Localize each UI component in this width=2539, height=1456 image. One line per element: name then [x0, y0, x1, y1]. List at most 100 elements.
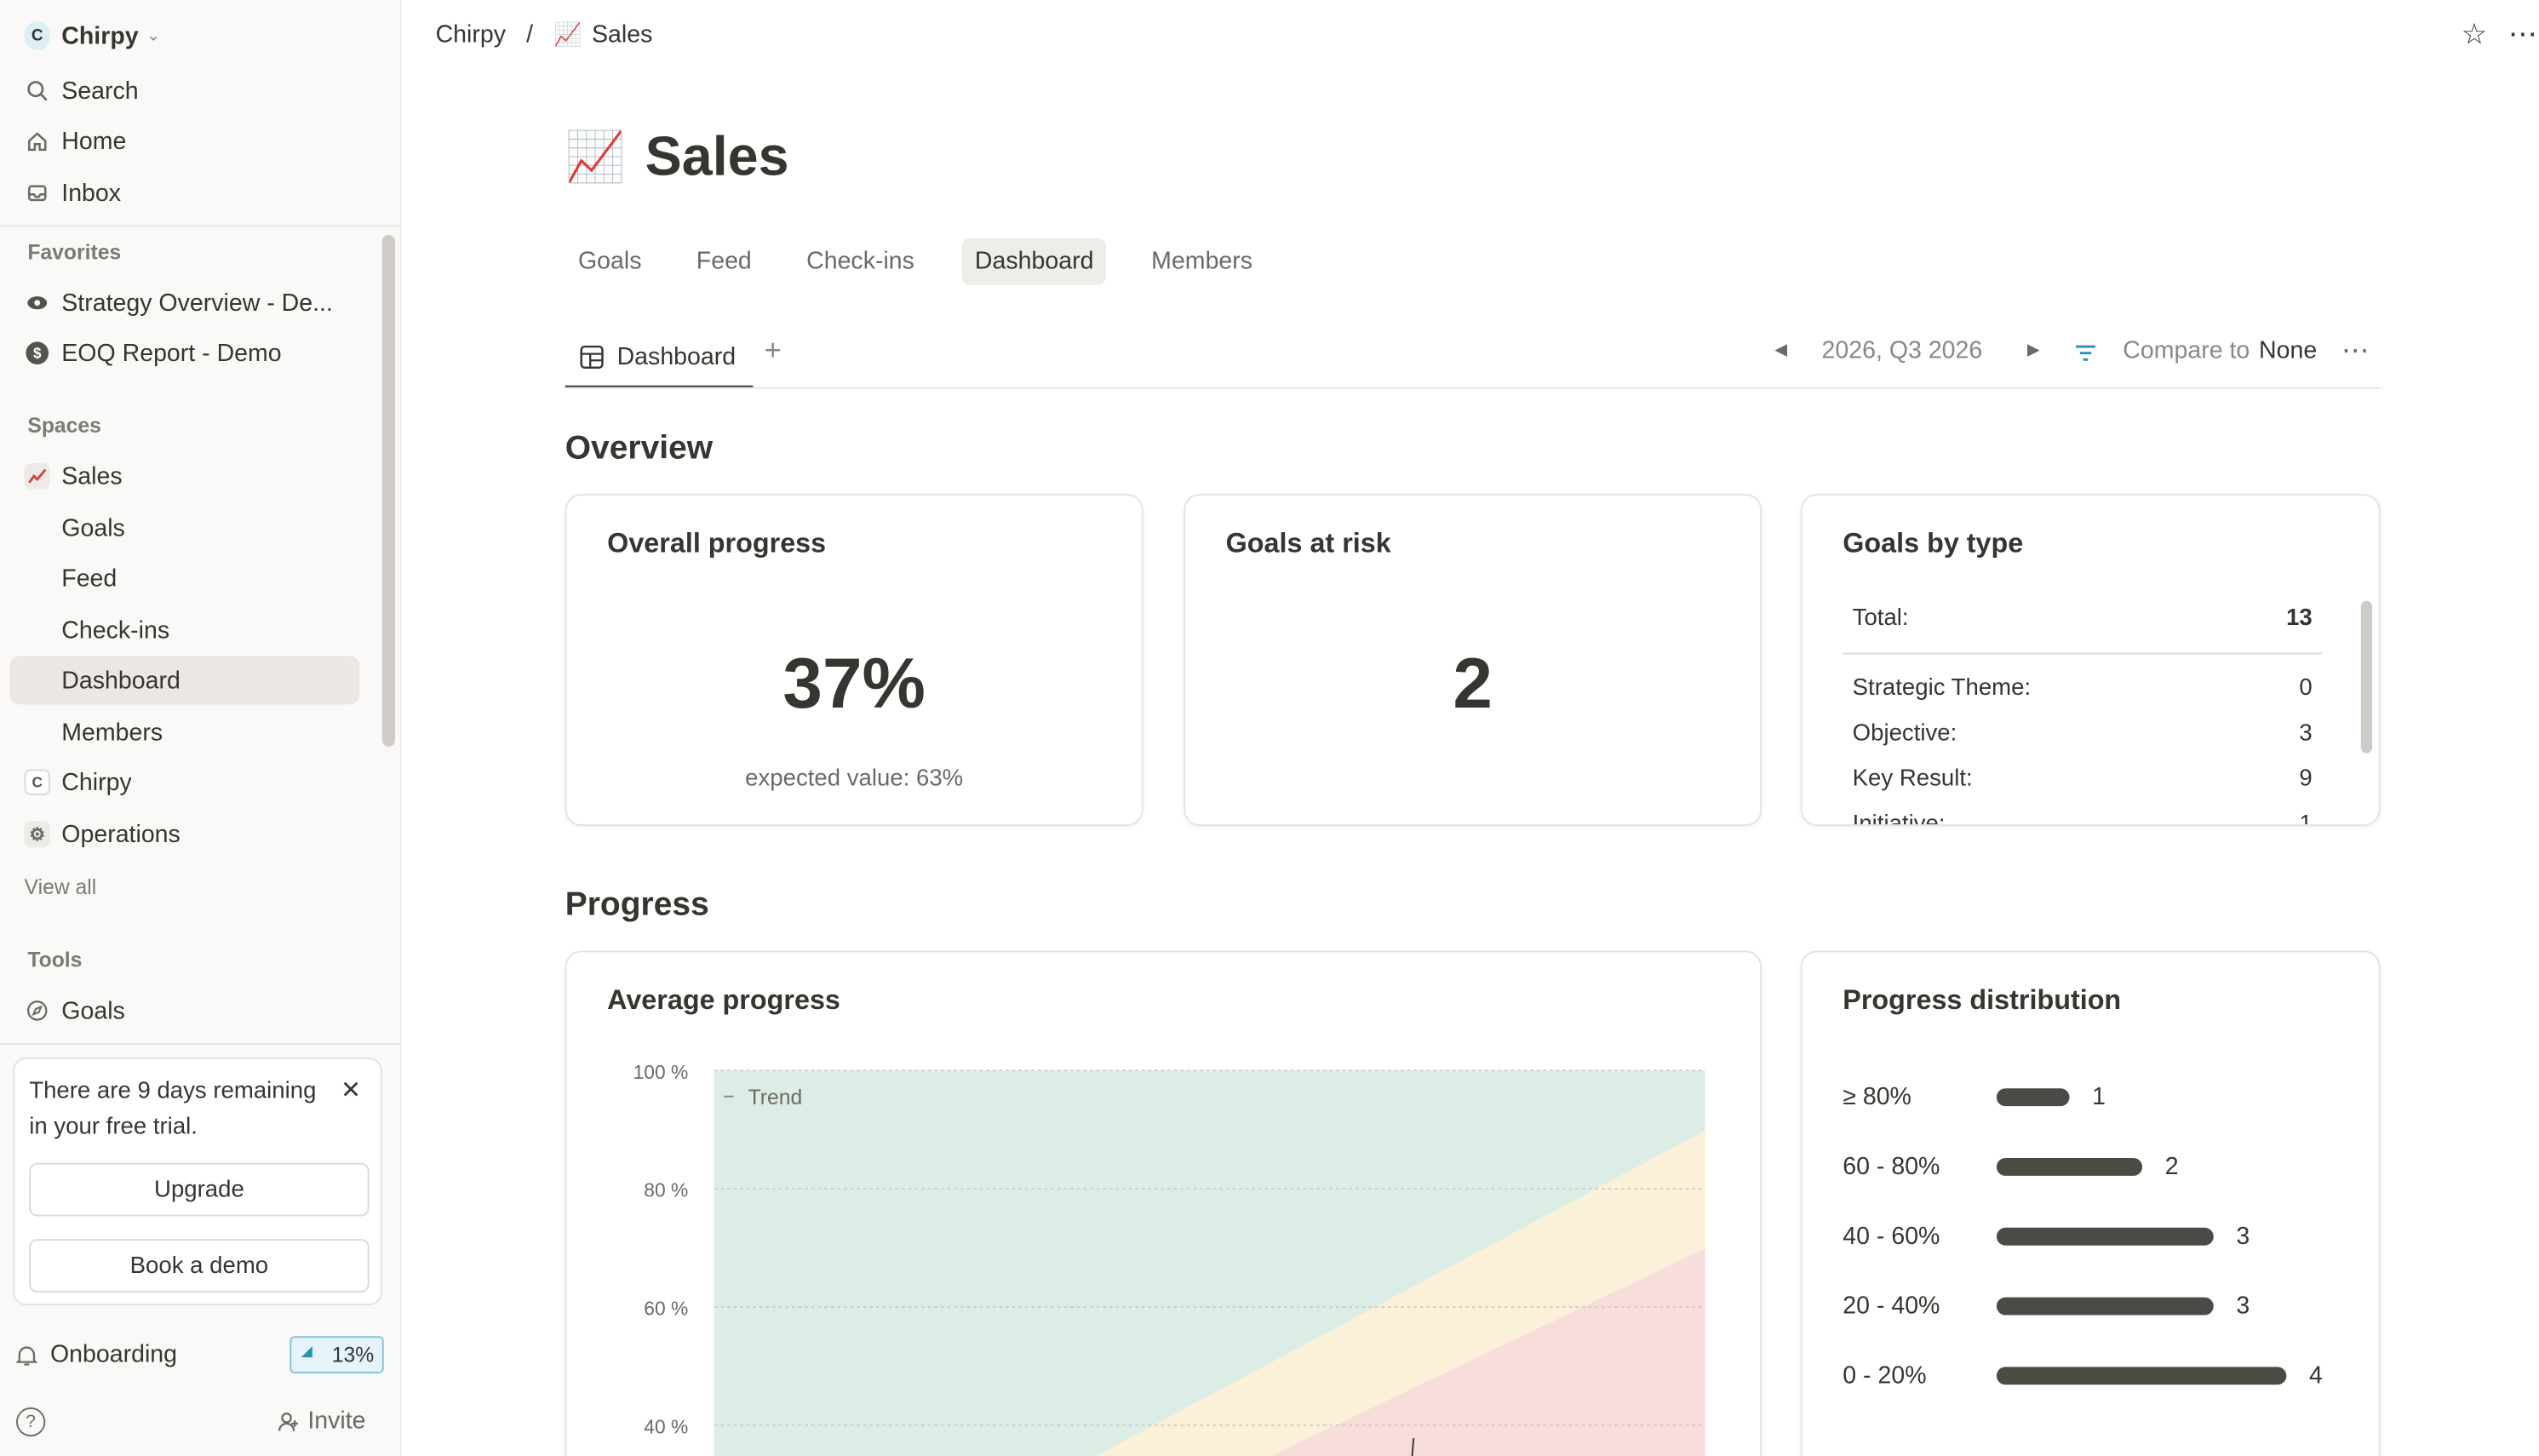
type-value: 3	[2299, 720, 2313, 747]
sidebar-item-label: Feed	[61, 564, 117, 593]
onboarding-label: Onboarding	[49, 1340, 178, 1369]
y-tick-label: 80 %	[644, 1179, 688, 1201]
upgrade-button[interactable]: Upgrade	[29, 1162, 370, 1217]
view-tab-dashboard[interactable]: Dashboard	[565, 329, 754, 389]
page-title: 📈 Sales	[565, 126, 789, 189]
sidebar-item-feed[interactable]: Feed	[9, 554, 359, 603]
distribution-row: 60 - 80% 2	[1843, 1149, 2178, 1182]
sidebar-item-home[interactable]: Home	[9, 117, 359, 165]
view-all-link[interactable]: View all	[24, 874, 97, 899]
sidebar-item-label: Strategy Overview - De...	[61, 289, 333, 317]
home-icon	[25, 128, 50, 153]
distribution-row: 20 - 40% 3	[1843, 1289, 2250, 1321]
goals-at-risk-card: Goals at risk 2	[1184, 494, 1762, 827]
workspace-switcher[interactable]: C Chirpy ⌄	[9, 11, 359, 60]
tab-goals[interactable]: Goals	[577, 248, 642, 276]
chevron-down-icon: ⌄	[146, 26, 161, 45]
distribution-label: 20 - 40%	[1843, 1291, 1940, 1320]
previous-period-icon[interactable]: ◀	[1774, 341, 1788, 360]
overview-heading: Overview	[565, 429, 714, 467]
type-row-key-result: Key Result: 9	[1853, 766, 2313, 792]
gear-icon: ⚙	[24, 821, 50, 847]
distribution-bar	[1996, 1157, 2143, 1175]
sidebar-item-dashboard[interactable]: Dashboard	[9, 656, 360, 705]
tab-feed[interactable]: Feed	[696, 248, 752, 276]
card-title: Average progress	[607, 984, 840, 1016]
chirpy-space-icon: C	[24, 769, 50, 795]
sidebar-item-label: Search	[61, 77, 139, 105]
spaces-heading: Spaces	[27, 413, 101, 438]
card-title: Goals by type	[1843, 528, 2024, 559]
sidebar-item-label: Operations	[61, 820, 181, 848]
type-row-objective: Objective: 3	[1853, 720, 2313, 746]
distribution-label: 0 - 20%	[1843, 1361, 1927, 1390]
dashboard-icon	[580, 345, 605, 370]
sidebar-item-label: Check-ins	[61, 616, 170, 645]
view-tab-label: Dashboard	[616, 343, 736, 371]
sidebar-item-check-ins[interactable]: Check-ins	[9, 605, 359, 654]
sidebar-item-sales[interactable]: Sales	[9, 452, 359, 501]
invite-button[interactable]: Invite	[277, 1407, 366, 1435]
workspace-avatar: C	[24, 20, 50, 50]
more-options-icon[interactable]: ⋯	[2507, 17, 2537, 50]
person-add-icon	[277, 1410, 300, 1433]
sidebar-scrollbar[interactable]	[381, 234, 396, 747]
progress-ring-icon: ◢	[301, 1342, 312, 1359]
distribution-count: 3	[2236, 1291, 2250, 1320]
goals-at-risk-value: 2	[1453, 645, 1493, 725]
chart-increasing-icon	[24, 463, 50, 490]
compare-label: Compare to	[2123, 336, 2250, 364]
breadcrumb-current[interactable]: 📈 Sales	[553, 21, 652, 49]
next-period-icon[interactable]: ▶	[2027, 341, 2040, 360]
type-value: 9	[2299, 765, 2313, 793]
more-options-icon[interactable]: ⋯	[2341, 335, 2370, 366]
period-label[interactable]: 2026, Q3 2026	[1821, 336, 1983, 364]
sidebar-item-tools-goals[interactable]: Goals	[9, 986, 359, 1035]
filter-icon[interactable]	[2074, 341, 2097, 370]
tab-check-ins[interactable]: Check-ins	[806, 248, 914, 276]
sidebar-item-inbox[interactable]: Inbox	[9, 169, 359, 217]
progress-distribution-card: Progress distribution ≥ 80% 1 60 - 80% 2 40 …	[1800, 950, 2381, 1456]
card-scrollbar[interactable]	[2360, 600, 2373, 754]
sidebar-item-chirpy[interactable]: C Chirpy	[9, 758, 359, 806]
tab-dashboard[interactable]: Dashboard	[961, 238, 1107, 285]
sidebar-item-goals[interactable]: Goals	[9, 504, 359, 553]
favorites-heading: Favorites	[27, 239, 122, 265]
breadcrumb-root[interactable]: Chirpy	[435, 20, 507, 49]
card-title: Overall progress	[607, 528, 827, 559]
sidebar-item-eoq-report[interactable]: $ EOQ Report - Demo	[9, 329, 359, 377]
close-icon[interactable]: ✕	[341, 1076, 362, 1105]
sidebar-divider	[0, 1042, 400, 1045]
tools-heading: Tools	[27, 947, 83, 972]
off-track-band	[1271, 1248, 1705, 1456]
inbox-icon	[25, 180, 50, 205]
distribution-row: 0 - 20% 4	[1843, 1359, 2323, 1391]
type-row-strategic-theme: Strategic Theme: 0	[1853, 675, 2313, 701]
sidebar-item-strategy-overview[interactable]: Strategy Overview - De...	[9, 278, 359, 327]
sidebar-item-members[interactable]: Members	[9, 708, 359, 756]
type-label: Strategic Theme:	[1852, 675, 2032, 702]
dollar-icon: $	[25, 340, 50, 365]
distribution-bar	[1996, 1226, 2214, 1245]
bell-icon	[16, 1344, 39, 1367]
legend-label: Trend	[748, 1086, 803, 1109]
average-progress-chart: 100 % 80 % 60 % 40 % Trend	[633, 1061, 1705, 1456]
compare-value[interactable]: None	[2259, 336, 2318, 364]
star-icon[interactable]: ☆	[2461, 17, 2488, 50]
sidebar-item-label: Inbox	[61, 179, 122, 207]
help-icon[interactable]: ?	[16, 1407, 46, 1437]
search-icon	[25, 77, 50, 103]
add-view-button[interactable]: +	[764, 333, 782, 366]
sidebar-item-label: Dashboard	[61, 666, 181, 695]
card-title: Goals at risk	[1225, 528, 1391, 559]
sidebar-item-label: Members	[61, 718, 163, 746]
trial-message: There are 9 days remaining in your free …	[29, 1078, 317, 1141]
sidebar-item-search[interactable]: Search	[9, 66, 359, 115]
sidebar-item-operations[interactable]: ⚙ Operations	[9, 810, 359, 858]
tab-members[interactable]: Members	[1151, 248, 1253, 276]
book-demo-button[interactable]: Book a demo	[29, 1239, 370, 1293]
trial-banner: There are 9 days remaining in your free …	[13, 1058, 382, 1306]
chart-increasing-icon: 📈	[553, 20, 582, 48]
total-value: 13	[2286, 605, 2313, 632]
onboarding-item[interactable]: Onboarding	[16, 1341, 177, 1368]
